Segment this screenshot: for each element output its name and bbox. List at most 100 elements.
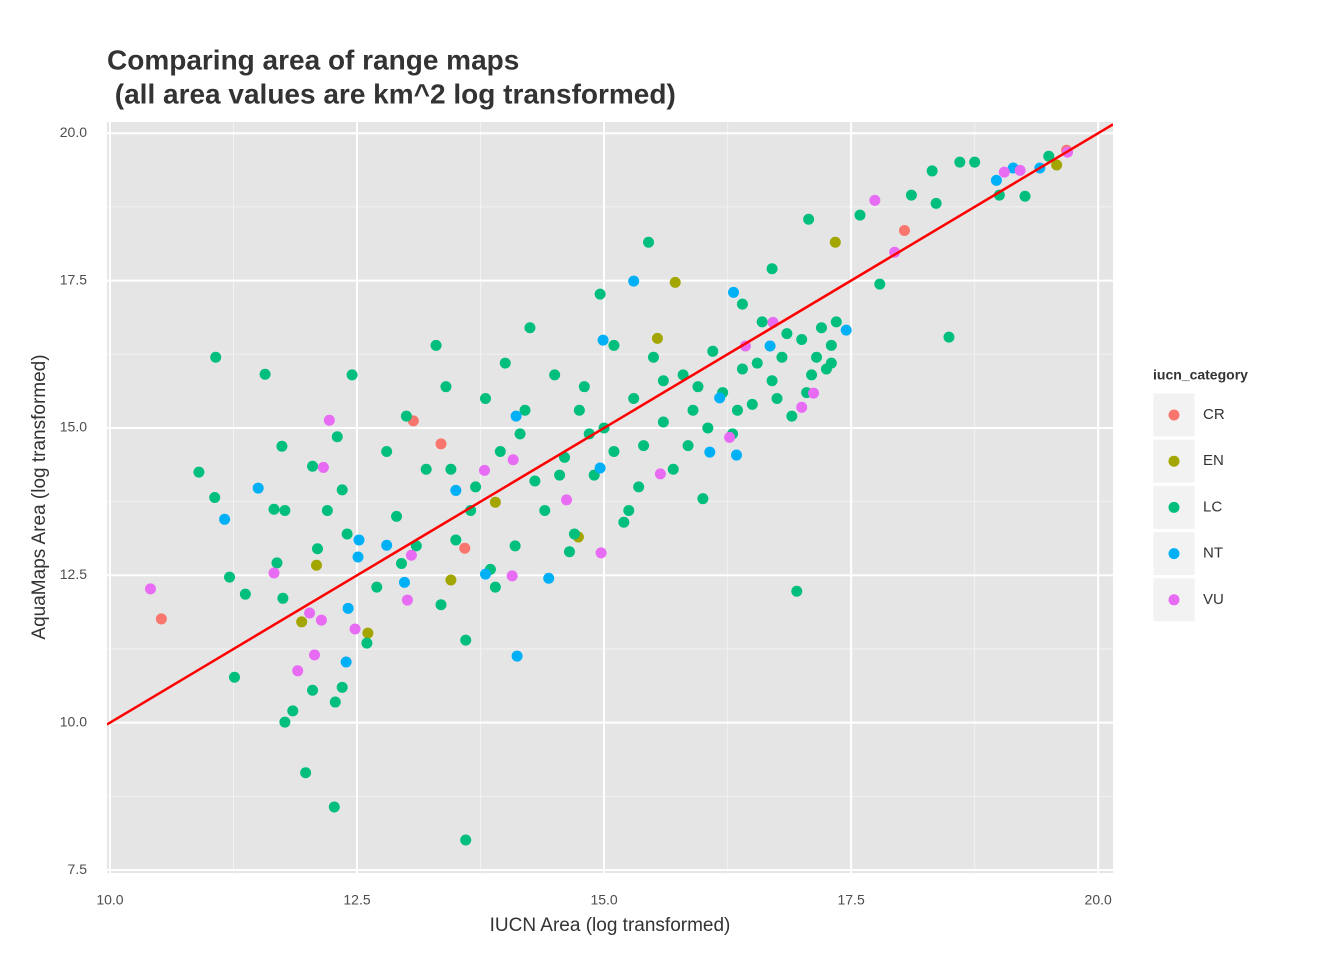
point xyxy=(309,649,321,661)
point xyxy=(311,543,323,555)
point xyxy=(898,224,910,236)
point xyxy=(509,540,521,552)
point xyxy=(435,438,447,450)
point xyxy=(323,414,335,426)
point xyxy=(292,665,304,677)
legend-label: VU xyxy=(1203,591,1224,608)
point xyxy=(692,381,704,393)
point xyxy=(460,634,472,646)
point xyxy=(460,834,472,846)
legend-marker xyxy=(1168,548,1180,560)
point xyxy=(349,623,361,635)
point xyxy=(766,375,778,387)
point xyxy=(445,574,457,586)
point xyxy=(287,705,299,717)
point xyxy=(219,513,231,525)
point xyxy=(317,461,329,473)
point xyxy=(352,551,364,563)
point xyxy=(478,464,490,476)
point xyxy=(511,650,523,662)
point xyxy=(450,534,462,546)
y-tick-label: 17.5 xyxy=(60,271,87,287)
x-axis-label: IUCN Area (log transformed) xyxy=(490,915,731,936)
point xyxy=(300,767,312,779)
point xyxy=(766,263,778,275)
point xyxy=(791,585,803,597)
point xyxy=(654,468,666,480)
point xyxy=(825,339,837,351)
y-tick-label: 7.5 xyxy=(68,861,88,877)
point xyxy=(470,481,482,493)
point xyxy=(371,581,383,593)
y-tick-label: 20.0 xyxy=(60,124,87,140)
point xyxy=(479,392,491,404)
point xyxy=(507,454,519,466)
point xyxy=(459,542,471,554)
point xyxy=(643,236,655,248)
point xyxy=(840,324,852,336)
point xyxy=(559,451,571,463)
point xyxy=(594,288,606,300)
point xyxy=(628,275,640,287)
point xyxy=(811,351,823,363)
point xyxy=(155,613,167,625)
point xyxy=(304,607,316,619)
legend-marker xyxy=(1168,409,1180,421)
point xyxy=(353,534,365,546)
point xyxy=(445,463,457,475)
point xyxy=(728,286,740,298)
point xyxy=(969,156,981,168)
point xyxy=(519,404,531,416)
y-axis-label: AquaMaps Area (log transformed) xyxy=(29,354,50,639)
point xyxy=(786,410,798,422)
points xyxy=(107,123,1113,846)
point xyxy=(311,559,323,571)
point xyxy=(563,546,575,558)
point xyxy=(479,568,491,580)
point xyxy=(736,298,748,310)
legend-label: NT xyxy=(1203,545,1223,562)
point xyxy=(510,410,522,422)
point xyxy=(1019,190,1031,202)
point xyxy=(499,357,511,369)
legend-marker xyxy=(1168,501,1180,513)
point xyxy=(657,375,669,387)
point xyxy=(543,572,555,584)
point xyxy=(506,570,518,582)
point xyxy=(776,351,788,363)
point xyxy=(346,369,358,381)
point xyxy=(990,174,1002,186)
point xyxy=(756,316,768,328)
x-tick-label: 17.5 xyxy=(837,892,864,908)
point xyxy=(336,484,348,496)
x-tick-label: 15.0 xyxy=(590,892,617,908)
point xyxy=(296,616,308,628)
point xyxy=(144,583,156,595)
point xyxy=(539,504,551,516)
plot-panel xyxy=(107,122,1113,873)
point xyxy=(771,392,783,404)
point xyxy=(514,428,526,440)
point xyxy=(667,463,679,475)
point xyxy=(746,398,758,410)
point xyxy=(657,416,669,428)
point xyxy=(806,369,818,381)
point xyxy=(340,656,352,668)
point xyxy=(209,492,221,503)
point xyxy=(568,528,580,540)
point xyxy=(1051,159,1063,171)
point xyxy=(489,496,501,508)
point xyxy=(651,332,663,344)
point xyxy=(193,466,205,478)
point xyxy=(362,627,374,639)
point xyxy=(420,463,432,475)
point xyxy=(714,392,726,404)
point xyxy=(874,278,886,290)
point xyxy=(751,357,763,369)
point xyxy=(307,684,319,696)
point xyxy=(529,475,541,487)
y-tick-label: 15.0 xyxy=(60,419,87,435)
point xyxy=(259,368,271,380)
y-tick-label: 10.0 xyxy=(60,713,87,729)
point xyxy=(561,494,573,506)
